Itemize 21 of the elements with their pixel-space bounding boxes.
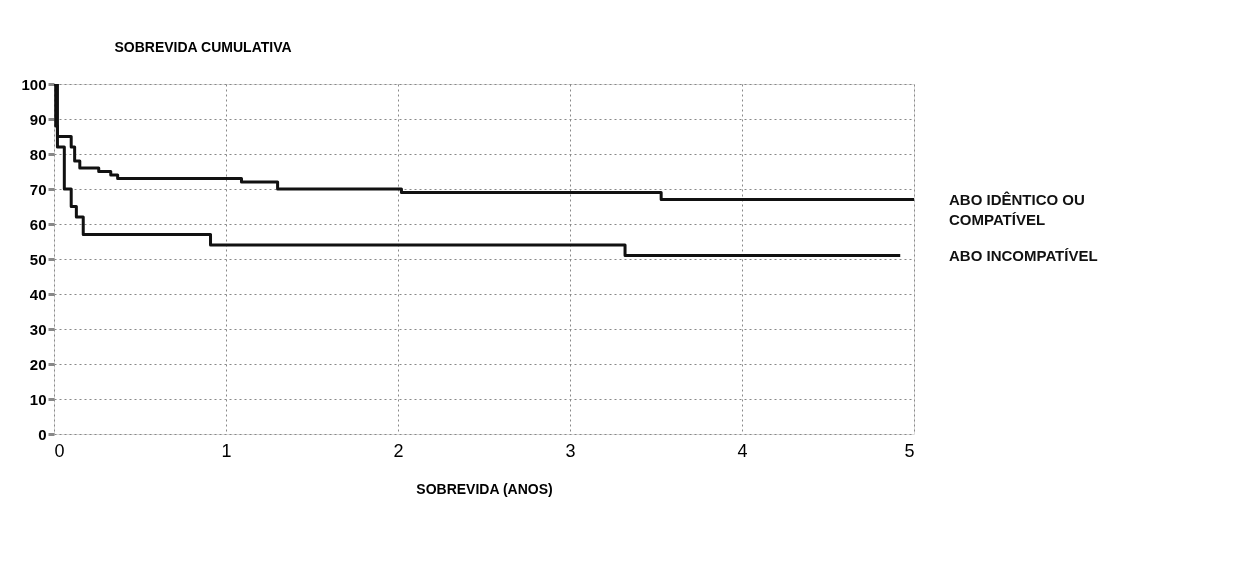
y-tick-label: 0 — [38, 425, 47, 443]
x-tick-label: 1 — [221, 440, 232, 461]
x-tick-label: 0 — [54, 440, 65, 461]
y-tick-label: 80 — [29, 145, 47, 163]
y-tick-label: 20 — [29, 355, 47, 373]
x-tick-label: 3 — [565, 440, 576, 461]
y-tick-label: 30 — [29, 320, 47, 338]
y-tick-label: 10 — [29, 390, 47, 408]
x-axis-title: SOBREVIDA (ANOS) — [416, 480, 553, 497]
x-tick-label: 2 — [393, 440, 404, 461]
text: ABO IDÊNTICO OU COMPATÍVEL — [949, 190, 1085, 228]
text: ABO INCOMPATÍVEL — [949, 246, 1098, 264]
y-tick-label: 70 — [29, 180, 47, 198]
y-tick-label: 60 — [29, 215, 47, 233]
y-tick-label: 90 — [29, 110, 47, 128]
y-axis-title: SOBREVIDA CUMULATIVA — [114, 38, 292, 55]
y-tick-label: 50 — [29, 250, 47, 268]
x-tick-label: 4 — [737, 440, 748, 461]
y-tick-label: 100 — [21, 75, 47, 93]
y-tick-label: 40 — [29, 285, 47, 303]
x-tick-label: 5 — [904, 440, 915, 461]
